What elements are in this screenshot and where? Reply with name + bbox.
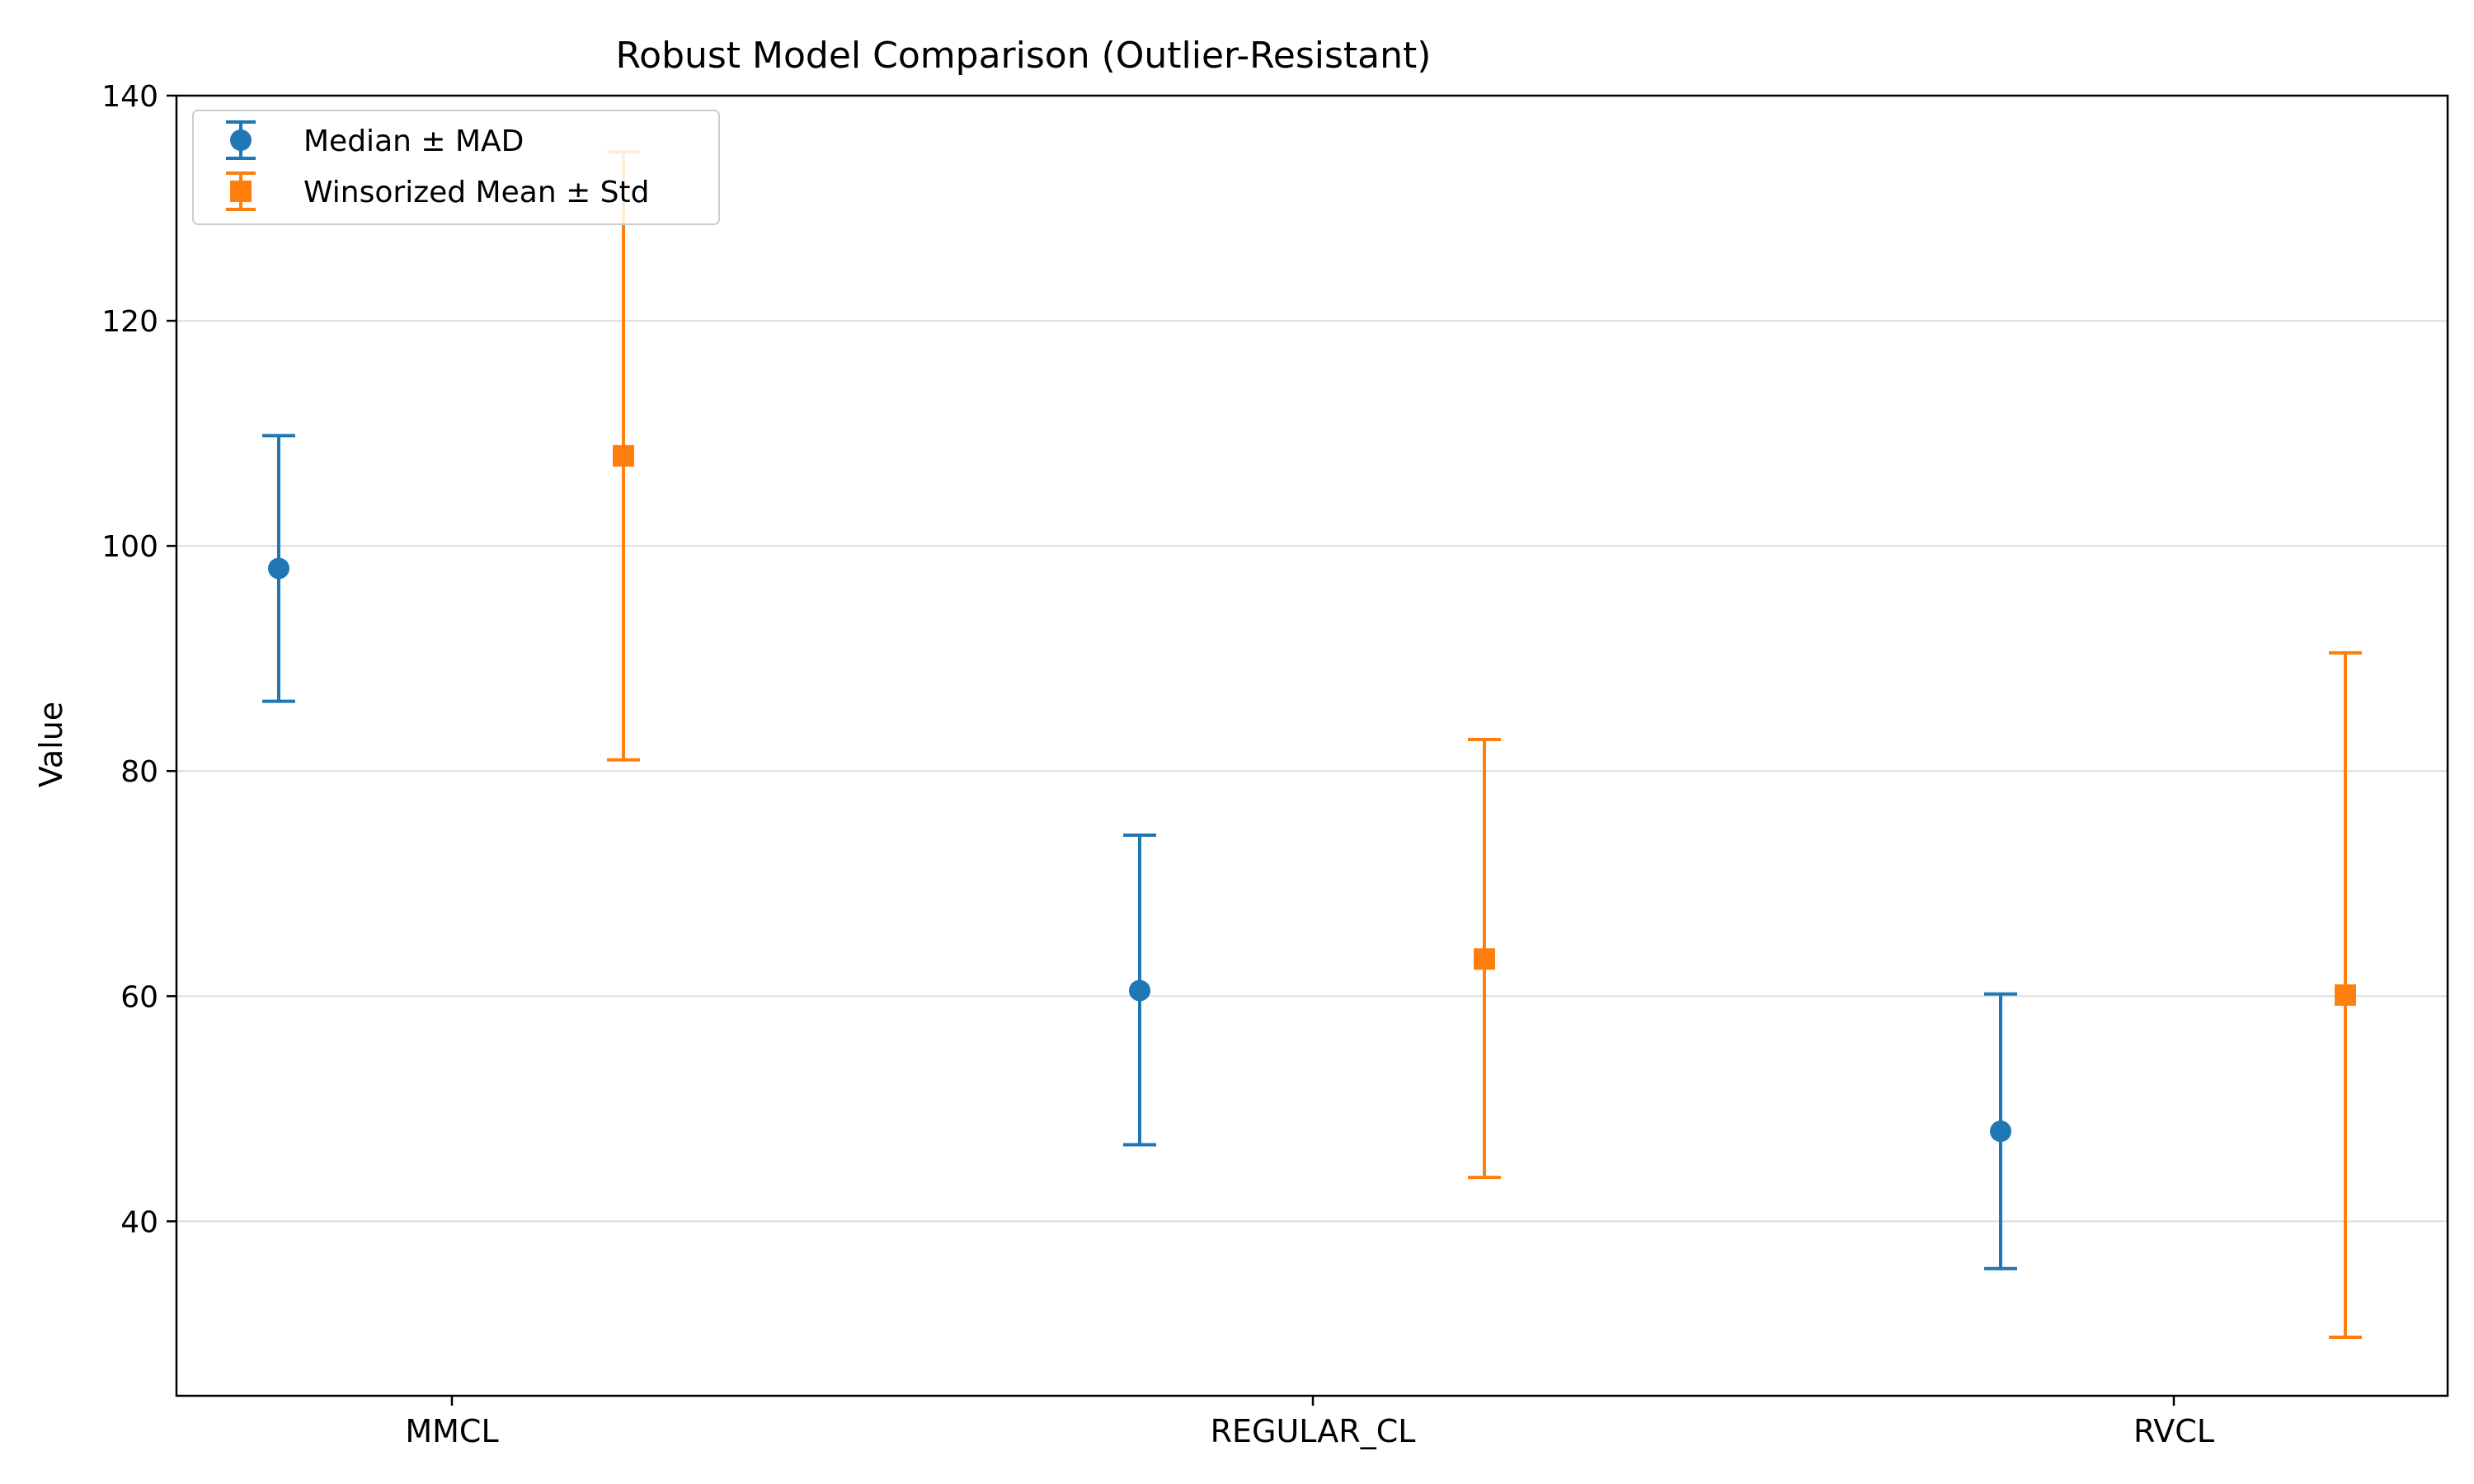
x-tick-label: REGULAR_CL: [1211, 1413, 1416, 1449]
data-point: [1990, 1120, 2011, 1143]
legend-entry: Median ± MAD: [226, 120, 524, 160]
data-point: [268, 557, 289, 580]
legend-label: Winsorized Mean ± Std: [303, 176, 650, 209]
y-tick-label: 100: [101, 530, 158, 564]
x-axis: MMCL REGULAR_CL RVCL: [405, 1396, 2214, 1449]
y-tick-label: 120: [101, 305, 158, 339]
y-tick-label: 60: [120, 980, 158, 1014]
data-point: [2335, 984, 2356, 1006]
legend-box: [192, 110, 720, 225]
y-axis-label: Value: [33, 702, 69, 787]
legend-entry: Winsorized Mean ± Std: [226, 171, 650, 211]
x-tick-label: RVCL: [2133, 1413, 2214, 1449]
y-tick-label: 40: [120, 1205, 158, 1239]
series-1: [262, 434, 2017, 1270]
legend-label: Median ± MAD: [303, 124, 524, 158]
y-axis: 40 60 80 100 120 140: [101, 80, 176, 1239]
series-2: [607, 150, 2362, 1340]
gridlines: [176, 95, 2448, 1223]
y-tick-label: 140: [101, 80, 158, 114]
legend: Median ± MAD Winsorized Mean ± Std: [192, 110, 720, 225]
x-tick-label: MMCL: [405, 1413, 498, 1449]
data-point: [613, 444, 634, 467]
data-point: [1129, 979, 1150, 1002]
data-point: [1474, 948, 1495, 970]
chart-title: Robust Model Comparison (Outlier-Resista…: [616, 35, 1432, 77]
legend-square-marker-icon: [230, 181, 252, 202]
plot-series: [262, 150, 2362, 1340]
plot-frame: [175, 94, 2449, 1397]
y-tick-label: 80: [120, 755, 158, 789]
legend-circle-marker-icon: [230, 129, 252, 151]
